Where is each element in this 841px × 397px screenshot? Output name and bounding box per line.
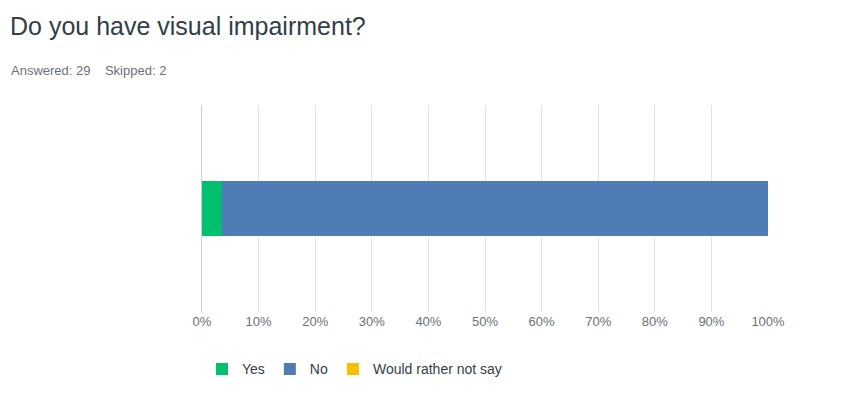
svg-text:0%: 0%: [193, 314, 212, 329]
html-text:Do you have visual impairment?: Do you have visual impairment?: [10, 12, 366, 40]
svg-text:60%: 60%: [529, 314, 555, 329]
svg-text:20%: 20%: [302, 314, 328, 329]
svg-text:10%: 10%: [246, 314, 272, 329]
svg-text:90%: 90%: [698, 314, 724, 329]
svg-text:50%: 50%: [472, 314, 498, 329]
svg-text:30%: 30%: [359, 314, 385, 329]
svg-text:No: No: [310, 361, 328, 377]
svg-text:70%: 70%: [585, 314, 611, 329]
svg-text:40%: 40%: [415, 314, 441, 329]
svg-text:100%: 100%: [751, 314, 785, 329]
html-text:Answered: 29 Skipped: 2: Answered: 29 Skipped: 2: [11, 63, 167, 78]
svg-text:Would rather not say: Would rather not say: [373, 361, 502, 377]
svg-text:80%: 80%: [642, 314, 668, 329]
svg-text:Yes: Yes: [242, 361, 265, 377]
